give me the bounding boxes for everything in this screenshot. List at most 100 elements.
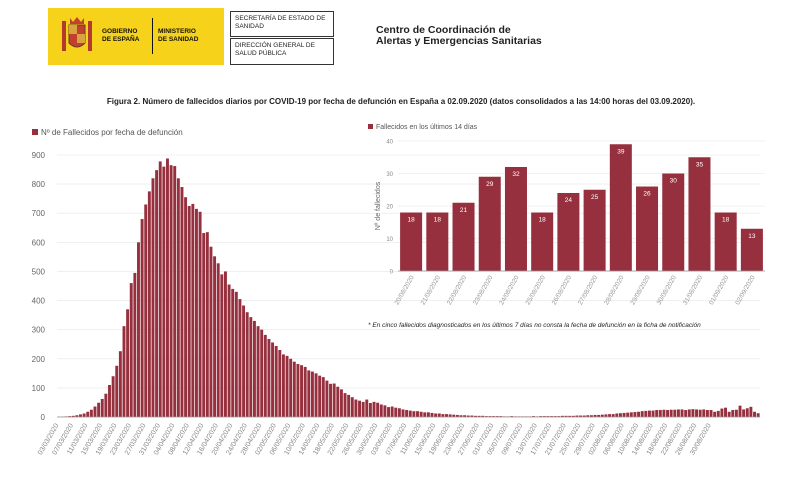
main-bar (245, 312, 249, 417)
main-bar (655, 410, 659, 417)
main-bar (640, 411, 644, 417)
inset-x-tick-label: 01/09/2020 (708, 274, 731, 306)
main-bar (687, 409, 691, 417)
main-bar (698, 409, 702, 417)
main-bar (122, 326, 126, 417)
main-bar (713, 411, 717, 417)
main-bar (390, 406, 394, 417)
main-bar (553, 416, 557, 417)
main-bar (307, 370, 311, 417)
inset-bar (452, 202, 475, 271)
main-bar (169, 165, 173, 417)
main-bar (289, 358, 293, 417)
main-bar (459, 415, 463, 417)
inset-bar (478, 176, 501, 271)
main-bar (97, 402, 101, 417)
inset-data-label: 30 (670, 178, 678, 185)
main-bar (285, 355, 289, 417)
inset-legend-label: Fallecidos en los últimos 14 días (376, 124, 478, 131)
main-bar (129, 283, 133, 417)
main-bar (560, 415, 564, 417)
main-bar (499, 416, 503, 417)
main-bar (441, 414, 445, 417)
main-bar (568, 415, 572, 417)
main-y-tick-label: 200 (32, 355, 46, 364)
main-bar (724, 407, 727, 417)
main-bar (191, 203, 195, 417)
main-bar (339, 389, 343, 417)
main-bar (260, 329, 264, 417)
inset-data-label: 39 (617, 148, 625, 155)
main-bar (350, 397, 354, 417)
secretaria-box: SECRETARÍA DE ESTADO DE SANIDAD (230, 11, 334, 37)
main-bar (274, 345, 278, 417)
main-bar (365, 399, 369, 417)
main-bar (361, 401, 365, 417)
main-bar (408, 410, 412, 417)
main-bar (89, 409, 93, 417)
main-bar (510, 416, 514, 417)
main-bar (742, 409, 746, 417)
main-bar (195, 208, 198, 417)
government-logo: GOBIERNO DE ESPAÑA MINISTERIO DE SANIDAD (48, 8, 224, 65)
inset-x-tick-label: 23/08/2020 (472, 274, 495, 306)
main-bar (79, 414, 82, 417)
inset-data-label: 32 (512, 171, 520, 178)
main-bar (405, 410, 409, 417)
main-bar (434, 413, 438, 417)
main-bar (477, 415, 481, 417)
main-bar (615, 413, 619, 417)
main-bar (727, 411, 731, 417)
main-bar (532, 416, 535, 417)
main-bar (676, 409, 680, 417)
main-bar (716, 410, 720, 417)
inset-y-tick-label: 40 (386, 140, 393, 146)
main-bar (180, 187, 184, 417)
figure-title: Figura 2. Número de fallecidos diarios p… (106, 97, 696, 106)
inset-bar (688, 157, 711, 271)
logo-divider (152, 18, 153, 54)
inset-y-tick-label: 20 (386, 205, 393, 211)
main-bar (557, 416, 561, 417)
main-bar (108, 384, 111, 417)
inset-y-tick-label: 0 (390, 270, 394, 276)
main-bar (310, 371, 314, 417)
main-bar (749, 406, 753, 417)
main-bar (455, 414, 459, 417)
main-bar (166, 158, 169, 417)
inset-bar (400, 212, 423, 271)
main-bar (658, 410, 662, 417)
main-bar (82, 413, 86, 417)
main-bar (481, 415, 485, 417)
main-y-tick-label: 900 (32, 151, 46, 160)
inset-x-tick-label: 24/08/2020 (498, 274, 521, 306)
main-bar (401, 409, 405, 417)
main-bar (300, 365, 304, 417)
main-bar (734, 409, 738, 417)
main-bar (470, 415, 474, 417)
main-bar (412, 411, 416, 417)
main-bar (379, 404, 383, 417)
main-bar (234, 291, 238, 417)
main-bar (242, 305, 246, 417)
main-bar (296, 364, 300, 417)
main-bar (271, 342, 275, 417)
main-bar (709, 410, 713, 417)
main-bar (738, 405, 742, 417)
main-bar (202, 233, 206, 417)
main-bar (75, 415, 79, 417)
main-bar (354, 399, 358, 417)
inset-bar (557, 193, 580, 271)
main-bar (383, 405, 387, 417)
main-bar (71, 415, 75, 417)
main-bar (397, 408, 401, 417)
main-bar (445, 414, 448, 417)
main-bar (184, 197, 188, 417)
main-bar (720, 408, 724, 417)
inset-data-label: 13 (748, 233, 756, 240)
main-bar (463, 415, 467, 417)
main-bar (582, 415, 586, 417)
inset-bar (504, 167, 527, 271)
main-bar (303, 366, 307, 417)
main-bar (488, 416, 492, 417)
